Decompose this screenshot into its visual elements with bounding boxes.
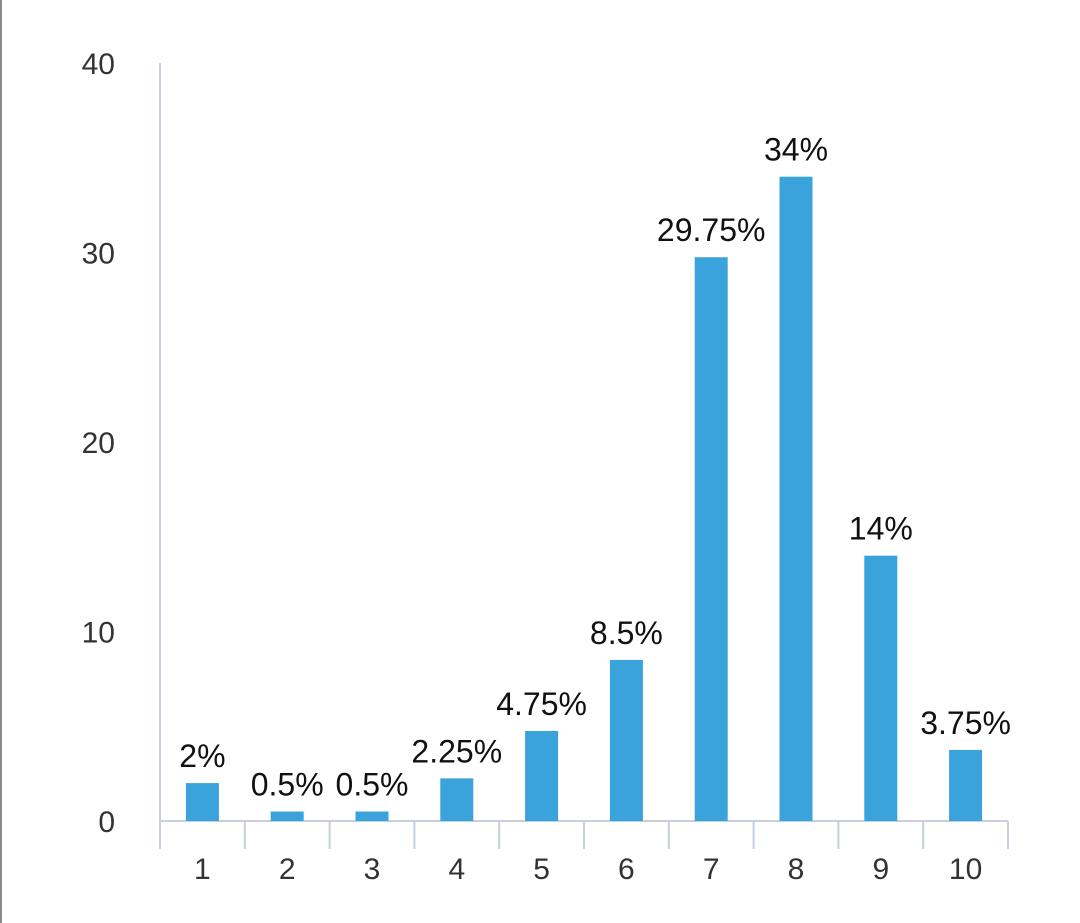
x-tick-label: 3 xyxy=(364,853,381,886)
data-label: 2.25% xyxy=(411,733,502,769)
bar xyxy=(694,257,728,821)
data-label: 4.75% xyxy=(496,686,587,722)
y-tick-label: 30 xyxy=(82,238,115,271)
data-label: 8.5% xyxy=(590,615,663,651)
x-tick-label: 1 xyxy=(194,853,211,886)
y-tick-label: 0 xyxy=(98,806,115,839)
bar xyxy=(864,555,898,821)
bar xyxy=(355,811,389,821)
bar xyxy=(440,778,474,821)
data-labels: 2%0.5% 0.5%2.25%4.75%8.5%29.75%34%14%3.75… xyxy=(179,132,1011,803)
bar xyxy=(609,659,643,821)
y-tick-label: 40 xyxy=(82,48,115,81)
data-label: 14% xyxy=(849,511,913,547)
x-tick-label: 10 xyxy=(949,853,982,886)
data-label: 0.5% xyxy=(336,767,409,803)
y-tick-label: 10 xyxy=(82,617,115,650)
bar xyxy=(525,730,559,821)
x-tick-label: 4 xyxy=(448,853,465,886)
x-tick-label: 5 xyxy=(533,853,550,886)
bar xyxy=(185,783,219,821)
bar xyxy=(779,176,813,821)
data-label: 34% xyxy=(764,132,828,168)
y-tick-label: 20 xyxy=(82,427,115,460)
y-axis: 0 10 20 30 40 xyxy=(82,48,161,839)
x-tick-label: 6 xyxy=(618,853,635,886)
bars xyxy=(185,176,983,821)
x-tick-label: 2 xyxy=(279,853,296,886)
x-tick-label: 8 xyxy=(788,853,805,886)
data-label: 3.75% xyxy=(920,705,1011,741)
data-label: 0.5% xyxy=(251,767,324,803)
bar xyxy=(949,749,983,821)
x-tick-label: 9 xyxy=(872,853,889,886)
data-label: 2% xyxy=(179,738,225,774)
x-axis: 1 2 3 4 5 6 7 8 9 10 xyxy=(159,820,1009,886)
data-label: 29.75% xyxy=(657,212,766,248)
bar xyxy=(270,811,304,821)
x-tick-label: 7 xyxy=(703,853,720,886)
